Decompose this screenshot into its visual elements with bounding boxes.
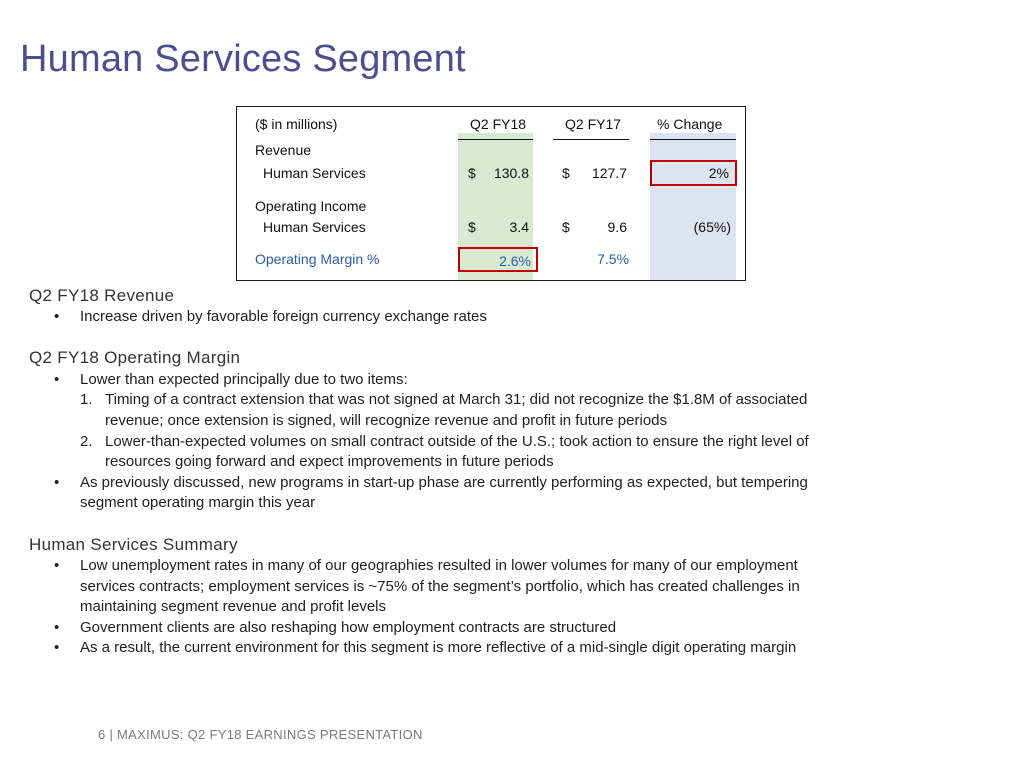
margin-item-1-line-2: revenue; once extension is signed, will … <box>105 412 668 429</box>
revenue-row-label: Human Services <box>263 165 366 181</box>
revenue-change-callout <box>650 160 737 186</box>
opinc-row-label: Human Services <box>263 219 366 235</box>
margin-q2fy18-value: 2.6% <box>499 253 531 269</box>
opinc-q2fy17-currency: $ <box>562 219 570 235</box>
header-underline-q2fy18 <box>458 139 533 140</box>
bullet-icon: • <box>54 474 60 491</box>
margin-q2fy17-value: 7.5% <box>597 251 629 267</box>
revenue-q2fy17-value: 127.7 <box>591 165 627 181</box>
bullet-icon: • <box>54 308 60 325</box>
opinc-change-value: (65%) <box>693 219 731 235</box>
summary-bullet-1-line-3: maintaining segment revenue and profit l… <box>80 598 387 615</box>
section-heading-summary: Human Services Summary <box>29 535 238 554</box>
list-number-1: 1. <box>80 391 93 408</box>
bullet-icon: • <box>54 639 60 656</box>
margin-bullet-2-line-1: As previously discussed, new programs in… <box>80 474 808 491</box>
revenue-bullet-1: Increase driven by favorable foreign cur… <box>80 308 487 325</box>
list-number-2: 2. <box>80 433 93 450</box>
revenue-change-value: 2% <box>708 165 729 181</box>
page-title: Human Services Segment <box>20 38 466 80</box>
margin-bullet-2-line-2: segment operating margin this year <box>80 494 316 511</box>
units-label: ($ in millions) <box>255 116 338 132</box>
bullet-icon: • <box>54 557 60 574</box>
revenue-q2fy18-value: 130.8 <box>493 165 529 181</box>
page-footer: 6 | MAXIMUS: Q2 FY18 EARNINGS PRESENTATI… <box>98 727 423 742</box>
col-header-q2fy17: Q2 FY17 <box>565 116 622 132</box>
margin-bullet-1: Lower than expected principally due to t… <box>80 371 408 388</box>
margin-item-2-line-1: Lower-than-expected volumes on small con… <box>105 433 809 450</box>
margin-q2fy18-callout <box>458 247 538 272</box>
header-underline-q2fy17 <box>553 139 629 140</box>
revenue-label: Revenue <box>255 142 312 158</box>
summary-bullet-1-line-1: Low unemployment rates in many of our ge… <box>80 557 798 574</box>
operating-income-label: Operating Income <box>255 198 367 214</box>
opinc-q2fy17-value: 9.6 <box>607 219 627 235</box>
margin-item-2-line-2: resources going forward and expect impro… <box>105 453 554 470</box>
margin-row-label: Operating Margin % <box>255 251 380 267</box>
margin-item-1-line-1: Timing of a contract extension that was … <box>105 391 808 408</box>
change-column-highlight <box>650 133 736 280</box>
section-heading-revenue: Q2 FY18 Revenue <box>29 286 175 305</box>
summary-bullet-3: As a result, the current environment for… <box>80 639 797 656</box>
revenue-q2fy18-currency: $ <box>468 165 476 181</box>
summary-bullet-2: Government clients are also reshaping ho… <box>80 619 617 636</box>
col-header-change: % Change <box>657 116 723 132</box>
revenue-q2fy17-currency: $ <box>562 165 570 181</box>
opinc-q2fy18-currency: $ <box>468 219 476 235</box>
header-underline-change <box>650 139 736 140</box>
bullet-icon: • <box>54 371 60 388</box>
q2fy18-column-highlight <box>458 133 533 280</box>
bullet-icon: • <box>54 619 60 636</box>
financial-table: ($ in millions) Q2 FY18 Q2 FY17 % Change… <box>236 106 746 281</box>
col-header-q2fy18: Q2 FY18 <box>470 116 527 132</box>
opinc-q2fy18-value: 3.4 <box>509 219 529 235</box>
summary-bullet-1-line-2: services contracts; employment services … <box>80 578 800 595</box>
section-heading-margin: Q2 FY18 Operating Margin <box>29 348 241 367</box>
